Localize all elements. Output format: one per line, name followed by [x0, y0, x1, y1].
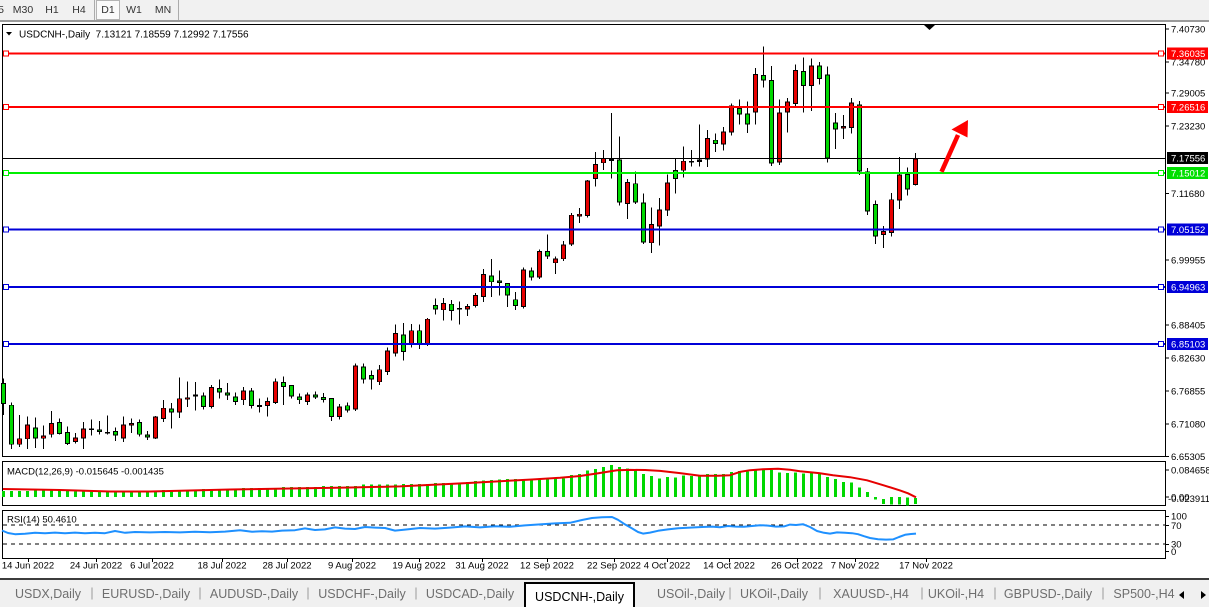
svg-text:7.11680: 7.11680 [1171, 189, 1205, 200]
svg-text:22 Sep 2022: 22 Sep 2022 [587, 561, 641, 572]
svg-text:6.85103: 6.85103 [1171, 339, 1205, 350]
svg-text:-0.023911: -0.023911 [1168, 494, 1209, 505]
svg-text:4 Oct 2022: 4 Oct 2022 [644, 561, 690, 572]
svg-text:6.65305: 6.65305 [1171, 452, 1205, 463]
svg-text:RSI(14) 50.4610: RSI(14) 50.4610 [7, 515, 77, 526]
svg-text:7.05152: 7.05152 [1171, 225, 1205, 236]
svg-text:100: 100 [1171, 512, 1187, 523]
svg-text:7.15012: 7.15012 [1171, 169, 1205, 180]
svg-text:14 Jun 2022: 14 Jun 2022 [2, 561, 54, 572]
svg-text:7.40730: 7.40730 [1171, 24, 1205, 35]
svg-text:7.23230: 7.23230 [1171, 121, 1205, 132]
svg-text:MACD(12,26,9) -0.015645 -0.001: MACD(12,26,9) -0.015645 -0.001435 [7, 467, 164, 478]
svg-text:7.26516: 7.26516 [1171, 103, 1205, 114]
svg-text:6.94963: 6.94963 [1171, 282, 1205, 293]
svg-text:6.99955: 6.99955 [1171, 255, 1205, 266]
svg-text:7.29005: 7.29005 [1171, 88, 1205, 99]
svg-text:26 Oct 2022: 26 Oct 2022 [771, 561, 823, 572]
svg-text:6 Jul 2022: 6 Jul 2022 [130, 561, 174, 572]
svg-text:18 Jul 2022: 18 Jul 2022 [197, 561, 246, 572]
svg-text:7.17556: 7.17556 [1171, 153, 1205, 164]
svg-text:24 Jun 2022: 24 Jun 2022 [70, 561, 122, 572]
svg-text:6.88405: 6.88405 [1171, 320, 1205, 331]
svg-text:0.00: 0.00 [1171, 492, 1190, 503]
svg-text:7.34780: 7.34780 [1171, 57, 1205, 68]
svg-text:31 Aug 2022: 31 Aug 2022 [455, 561, 508, 572]
svg-text:7 Nov 2022: 7 Nov 2022 [831, 561, 880, 572]
svg-text:6.82630: 6.82630 [1171, 353, 1205, 364]
svg-text:12 Sep 2022: 12 Sep 2022 [520, 561, 574, 572]
svg-text:7.36035: 7.36035 [1171, 49, 1205, 60]
svg-text:14 Oct 2022: 14 Oct 2022 [703, 561, 755, 572]
svg-text:6.71080: 6.71080 [1171, 419, 1205, 430]
svg-text:17 Nov 2022: 17 Nov 2022 [899, 561, 953, 572]
svg-text:70: 70 [1171, 521, 1182, 532]
svg-text:30: 30 [1171, 540, 1182, 551]
svg-text:9 Aug 2022: 9 Aug 2022 [328, 561, 376, 572]
svg-text:6.76855: 6.76855 [1171, 386, 1205, 397]
svg-text:0: 0 [1171, 547, 1176, 558]
svg-text:0.084658: 0.084658 [1171, 465, 1209, 476]
svg-text:USDCNH-,Daily 7.13121 7.18559: USDCNH-,Daily 7.13121 7.18559 7.12992 7.… [19, 30, 249, 41]
svg-text:28 Jul 2022: 28 Jul 2022 [262, 561, 311, 572]
svg-text:19 Aug 2022: 19 Aug 2022 [392, 561, 445, 572]
